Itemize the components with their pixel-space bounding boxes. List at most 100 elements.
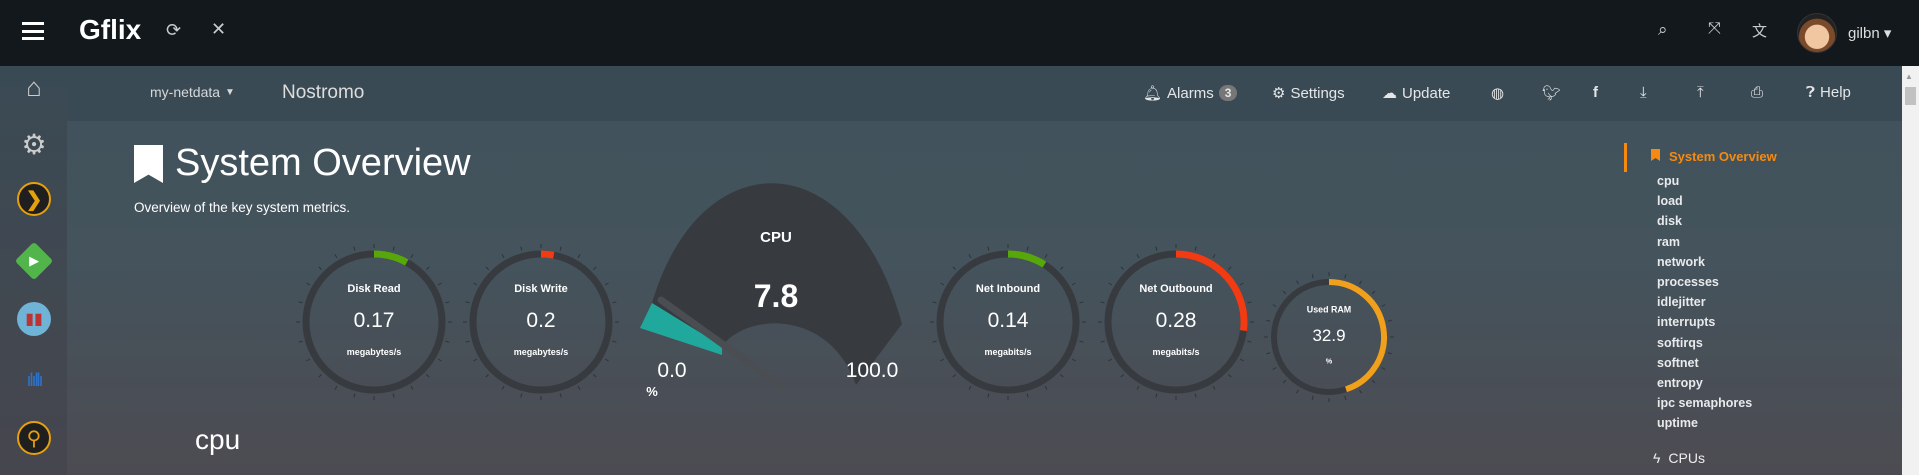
gauge-tick (1136, 385, 1140, 390)
gauge-tick (577, 254, 581, 259)
facebook-icon[interactable]: f (1593, 84, 1598, 101)
gauge-net-inbound: Net Inbound 0.14 megabits/s (930, 244, 1086, 400)
gauge-tick (1120, 266, 1125, 271)
right-nav-item[interactable]: network (1657, 254, 1705, 269)
avatar[interactable] (1797, 13, 1837, 53)
gauge-title: Used RAM (1307, 305, 1351, 315)
alarms-label: Alarms (1167, 84, 1214, 102)
calibre-icon[interactable]: ▮▮ (17, 302, 51, 336)
print-icon[interactable]: ⎙ (1751, 84, 1764, 101)
gauge-tick (1059, 373, 1064, 378)
gauge-tick (932, 301, 937, 304)
right-nav-item[interactable]: ram (1657, 234, 1680, 249)
gauge-used-ram: Used RAM 32.9% (1264, 272, 1394, 402)
right-nav-item[interactable]: softnet (1657, 355, 1699, 370)
fullscreen-icon[interactable]: ⤧ (1708, 20, 1721, 37)
gauge-value: 0.17 (354, 309, 395, 332)
gauge-tick (1387, 319, 1392, 322)
gauge-tick (1044, 254, 1048, 259)
gauge-value: 0.28 (1156, 309, 1197, 332)
cpus-label: CPUs (1668, 450, 1705, 466)
gauge-tick (501, 385, 505, 390)
gauge-tick (1071, 358, 1076, 362)
scrollbar-thumb[interactable] (1905, 87, 1916, 105)
search-app-icon[interactable]: ⚲ (17, 421, 51, 455)
gauge-tick (592, 266, 597, 271)
gauge-units: megabits/s (984, 347, 1031, 357)
gauge-title: Net Outbound (1139, 283, 1212, 295)
gauge-units: megabits/s (1152, 347, 1199, 357)
right-nav-item[interactable]: entropy (1657, 376, 1703, 390)
gauge-tick (968, 254, 972, 259)
gauge-tick (520, 393, 523, 398)
help-button[interactable]: ❓︎ Help (1806, 84, 1851, 101)
scrollbar[interactable]: ▲ (1902, 66, 1919, 475)
gauge-tick (473, 282, 478, 286)
alarms-button[interactable]: 🔔︎ Alarms 3 (1143, 84, 1238, 102)
gauge-tick (1059, 266, 1064, 271)
gauge-tick (1381, 304, 1386, 307)
right-nav-item[interactable]: interrupts (1657, 315, 1716, 330)
page-subtitle: Overview of the key system metrics. (134, 200, 351, 215)
gauge-tick (465, 301, 470, 304)
gauge-tick (1344, 395, 1347, 400)
gauge-tick (559, 246, 562, 251)
right-nav-active-label: System Overview (1669, 149, 1777, 164)
gauge-tick (612, 340, 617, 343)
gauge-tick (1026, 393, 1029, 398)
right-nav-item[interactable]: uptime (1657, 416, 1698, 431)
download-icon[interactable]: ⤓ (1640, 84, 1647, 101)
twitter-icon[interactable]: 🐦︎ (1542, 85, 1562, 102)
top-bar: Gflix ⟳ ✕ ⌕ ⤧ 文 gilbn ▾ (0, 0, 1919, 66)
right-nav-item[interactable]: cpu (1657, 174, 1680, 188)
server-menu[interactable]: my-netdata ▼ (150, 84, 235, 100)
gauge-tick (1344, 274, 1347, 279)
right-nav-item[interactable]: softirqs (1657, 335, 1703, 350)
menu-icon[interactable] (22, 22, 44, 40)
github-icon[interactable]: ◍ (1491, 85, 1505, 102)
search-icon[interactable]: ⌕ (1658, 20, 1668, 39)
home-icon[interactable]: ⌂ (26, 71, 42, 102)
right-nav-item[interactable]: processes (1657, 275, 1719, 289)
gauge-arc (1007, 250, 1047, 268)
gauge-tick (1044, 385, 1048, 390)
brand-title[interactable]: Gflix (79, 14, 142, 45)
gauge-tick (1079, 340, 1084, 343)
gauge-tick (485, 266, 490, 271)
gauge-tick (1071, 282, 1076, 286)
gauge-tick (1247, 301, 1252, 304)
gauge-tick (1212, 385, 1216, 390)
gauge-tick (987, 393, 990, 398)
right-nav-item[interactable]: idlejitter (1657, 295, 1706, 310)
plex-icon[interactable]: ❯ (17, 182, 51, 216)
right-nav-item[interactable]: ipc semaphores (1657, 396, 1753, 411)
soundcloud-icon[interactable]: ılıllı (26, 369, 44, 390)
settings-button[interactable]: ⚙ Settings (1272, 84, 1345, 103)
close-icon[interactable]: ✕ (211, 19, 227, 39)
user-menu[interactable]: gilbn ▾ (1848, 25, 1892, 42)
cpu-gauge-needle (657, 296, 785, 390)
alarms-badge: 3 (1218, 85, 1238, 101)
gauge-arc (540, 250, 555, 259)
update-button[interactable]: ☁ Update (1382, 84, 1450, 103)
right-nav-item[interactable]: load (1657, 194, 1683, 209)
refresh-icon[interactable]: ⟳ (166, 20, 182, 40)
right-nav-active[interactable]: System Overview (1651, 149, 1777, 164)
upload-icon[interactable]: ⤒ (1697, 84, 1704, 101)
cpu-gauge-title: CPU (760, 229, 792, 246)
gauge-tick (612, 301, 617, 304)
gauge-tick (577, 385, 581, 390)
bell-icon: 🔔︎ (1143, 85, 1163, 102)
gauge-tick (1108, 282, 1113, 286)
caret-down-icon: ▼ (225, 86, 235, 98)
gauge-units: % (1326, 357, 1333, 366)
translate-icon[interactable]: 文 (1752, 23, 1768, 40)
cpu-gauge: CPU 7.8 0.0 100.0 % (640, 183, 902, 399)
gauge-tick (1079, 301, 1084, 304)
right-nav-item[interactable]: disk (1657, 214, 1683, 229)
gauge-tick (1026, 246, 1029, 251)
gauge-tick (1194, 246, 1197, 251)
gear-icon[interactable]: ⚙ (21, 128, 47, 160)
right-nav-section-cpus[interactable]: ϟ CPUs (1653, 450, 1705, 466)
